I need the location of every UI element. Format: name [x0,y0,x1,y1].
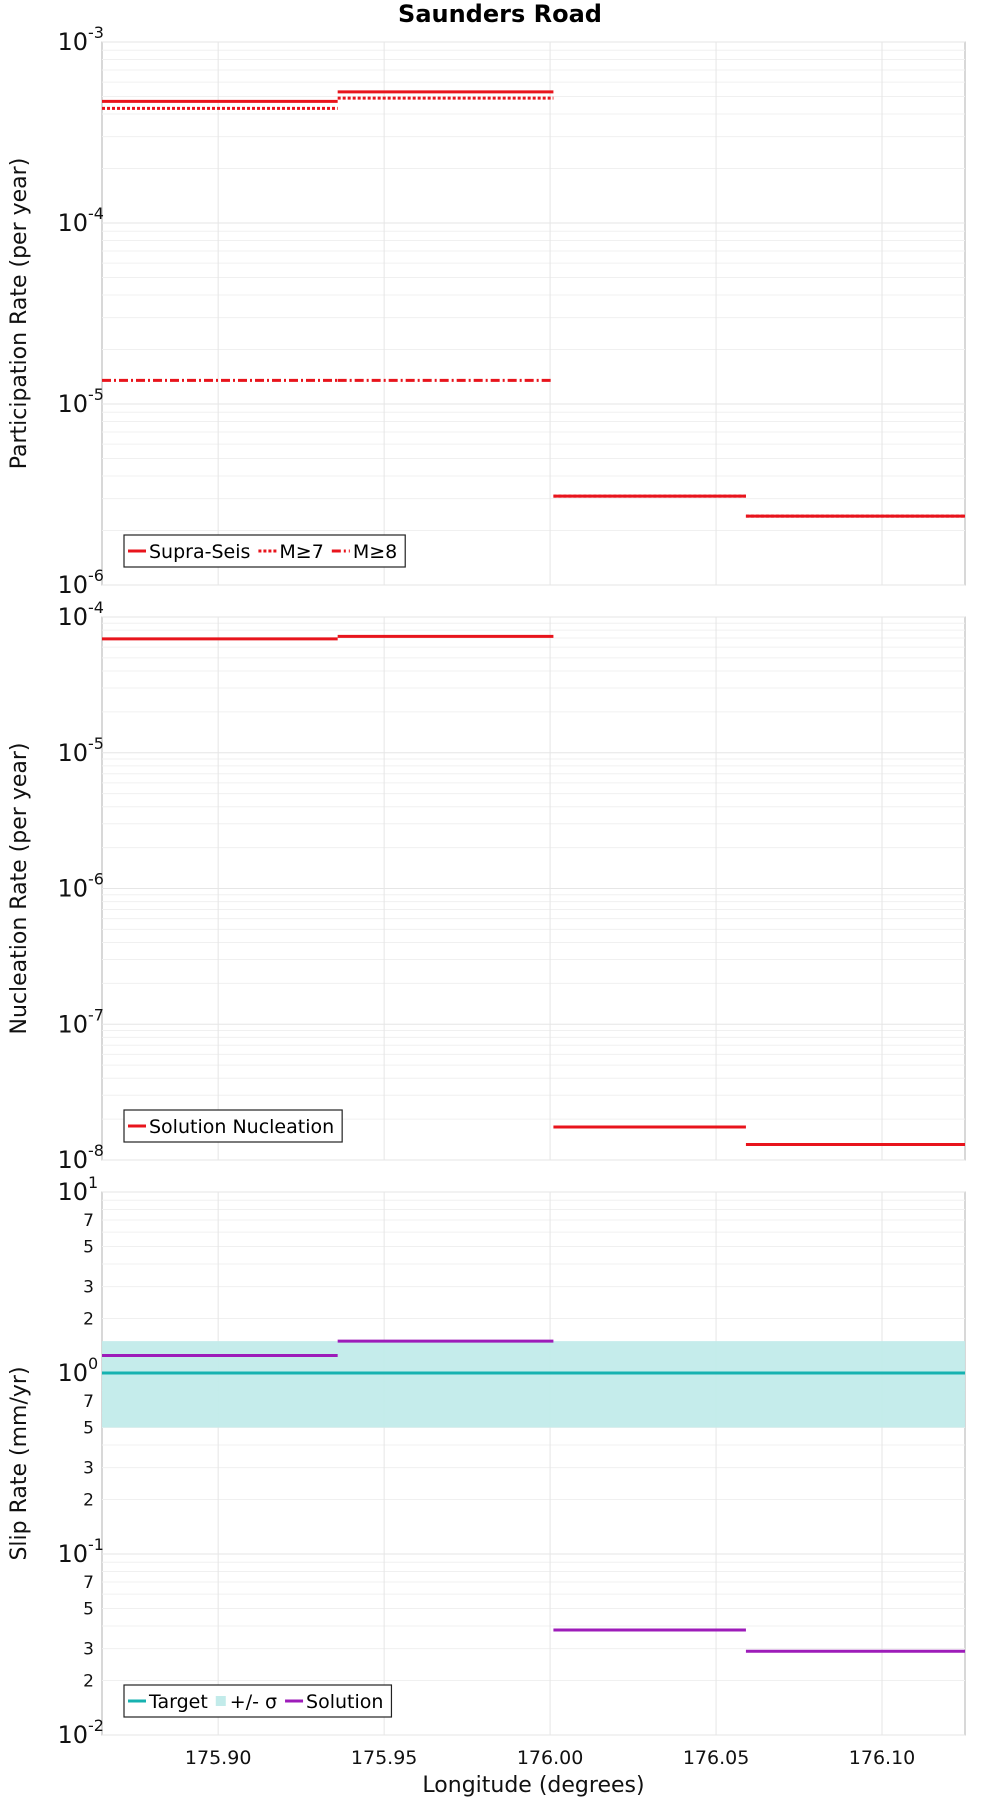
y-tick-exponent: -5 [88,385,104,404]
y-tick-exponent: -8 [88,1141,104,1160]
x-axis-title: Longitude (degrees) [422,1773,644,1798]
y-tick-label: 10 [57,209,88,237]
y-tick-exponent: 0 [88,1354,98,1373]
y-axis-title: Participation Rate (per year) [7,158,32,470]
legend: Supra-Seis M≥7 M≥8 [123,534,406,568]
plot-area [101,1191,966,1736]
y-tick-label: 10 [57,571,88,599]
legend-label: M≥7 [279,541,323,563]
y-tick-label: 10 [57,1146,88,1174]
legend: Target +/- σ Solution [123,1684,393,1718]
y-tick-label: 10 [57,1721,88,1749]
y-minor-tick-label: 2 [83,1672,94,1692]
legend-m7: M≥7 [258,541,324,563]
y-tick-exponent: -6 [88,566,104,585]
y-minor-tick-label: 3 [83,1640,94,1660]
x-tick-label: 176.05 [683,1747,749,1769]
legend-target: Target [128,1691,208,1713]
y-minor-tick-label: 3 [83,1278,94,1298]
y-minor-tick-label: 2 [83,1491,94,1511]
legend-box [123,1684,393,1718]
chart-title: Saunders Road [398,0,602,28]
y-tick-exponent: -7 [88,1005,104,1024]
y-tick-label: 10 [57,28,88,56]
legend-label: Target [148,1691,208,1713]
y-minor-tick-label: 5 [83,1599,94,1619]
y-tick-exponent: -4 [88,598,104,617]
plot-area [101,41,966,586]
legend-label: Supra-Seis [149,541,250,563]
y-tick-exponent: -3 [88,23,104,42]
legend-label: Solution Nucleation [149,1116,334,1138]
y-minor-tick-label: 5 [83,1237,94,1257]
y-minor-tick-label: 7 [83,1392,94,1412]
y-axis-title: Slip Rate (mm/yr) [7,1366,32,1560]
y-tick-exponent: -5 [88,734,104,753]
y-tick-label: 10 [57,390,88,418]
legend-label: M≥8 [353,541,397,563]
x-tick-label: 175.90 [185,1747,251,1769]
y-tick-label: 10 [57,875,88,903]
legend-label: Solution [306,1691,383,1713]
x-tick-label: 175.95 [351,1747,417,1769]
legend-solution-nucleation: Solution Nucleation [128,1116,334,1138]
y-axis-title: Nucleation Rate (per year) [7,743,32,1035]
y-tick-label: 10 [57,1178,88,1206]
y-minor-tick-label: 7 [83,1573,94,1593]
y-tick-exponent: 1 [88,1173,98,1192]
legend-box [123,534,406,568]
y-minor-tick-label: 5 [83,1418,94,1438]
y-tick-label: 10 [57,739,88,767]
y-tick-exponent: -6 [88,870,104,889]
legend-swatch [215,1696,226,1706]
y-minor-tick-label: 7 [83,1211,94,1231]
legend-supra-seis: Supra-Seis [128,541,250,563]
y-tick-exponent: -4 [88,204,104,223]
legend-box [123,1109,343,1143]
legend-solution: Solution [285,1691,383,1713]
y-tick-label: 10 [57,603,88,631]
legend: Solution Nucleation [123,1109,343,1143]
y-tick-label: 10 [57,1010,88,1038]
legend-label: +/- σ [230,1691,277,1713]
legend-m8: M≥8 [331,541,397,563]
y-tick-label: 10 [57,1540,88,1568]
x-tick-label: 176.10 [849,1747,915,1769]
y-minor-tick-label: 2 [83,1310,94,1330]
y-minor-tick-label: 3 [83,1459,94,1479]
y-tick-label: 10 [57,1359,88,1387]
y-tick-exponent: -1 [88,1535,104,1554]
x-tick-label: 176.00 [517,1747,583,1769]
legend-sigma-band: +/- σ [215,1691,277,1713]
y-tick-exponent: -2 [88,1716,104,1735]
